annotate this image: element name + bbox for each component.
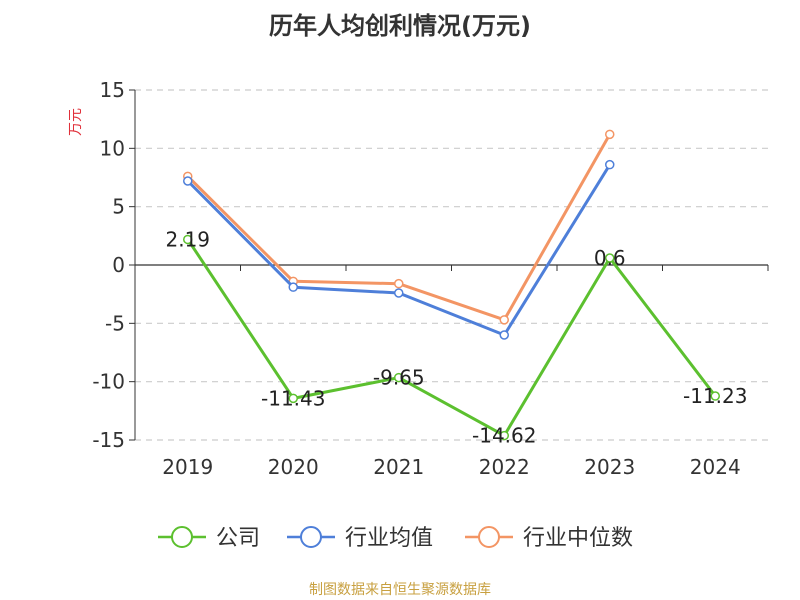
data-point (184, 177, 192, 185)
legend-marker (479, 527, 499, 547)
data-label: -11.23 (683, 384, 747, 408)
x-tick-label: 2020 (268, 455, 319, 479)
chart-title: 历年人均创利情况(万元) (269, 12, 531, 40)
y-axis-label: 万元 (68, 108, 84, 136)
y-tick-label: 5 (112, 195, 125, 219)
y-tick-label: -5 (105, 311, 125, 335)
data-point (289, 283, 297, 291)
x-tick-label: 2023 (584, 455, 635, 479)
y-tick-label: 0 (112, 253, 125, 277)
legend-label: 公司 (216, 526, 260, 551)
data-point (500, 331, 508, 339)
x-tick-label: 2019 (162, 455, 213, 479)
data-label: -11.43 (261, 386, 325, 410)
x-tick-label: 2022 (479, 455, 530, 479)
y-tick-label: 15 (100, 78, 125, 102)
axes: 15 10 5 0 -5 -10 -15 2019 2020 2021 2022 2023 2024 (92, 78, 768, 479)
legend-item-1: 行业均值 (287, 526, 433, 551)
series-line (188, 165, 610, 335)
data-label: -9.65 (373, 366, 425, 390)
data-label: 2.19 (165, 227, 210, 251)
y-tick-label: -15 (92, 428, 125, 452)
legend-label: 行业均值 (345, 526, 433, 551)
data-point (500, 316, 508, 324)
data-point (606, 161, 614, 169)
legend-item-2: 行业中位数 (465, 526, 633, 551)
legend-label: 行业中位数 (523, 526, 633, 551)
y-tick-label: 10 (100, 136, 125, 160)
data-label: 0.6 (594, 246, 626, 270)
legend-marker (172, 527, 192, 547)
legend-item-0: 公司 (158, 526, 260, 551)
x-tick-label: 2024 (690, 455, 741, 479)
data-label: -14.62 (472, 424, 536, 448)
legend: 公司 行业均值 行业中位数 (158, 526, 633, 551)
y-tick-label: -10 (92, 370, 125, 394)
legend-marker (301, 527, 321, 547)
data-point (395, 280, 403, 288)
series-1 (184, 161, 614, 339)
data-point (606, 130, 614, 138)
x-tick-label: 2021 (373, 455, 424, 479)
data-point (395, 289, 403, 297)
source-footer: 制图数据来自恒生聚源数据库 (309, 582, 491, 598)
